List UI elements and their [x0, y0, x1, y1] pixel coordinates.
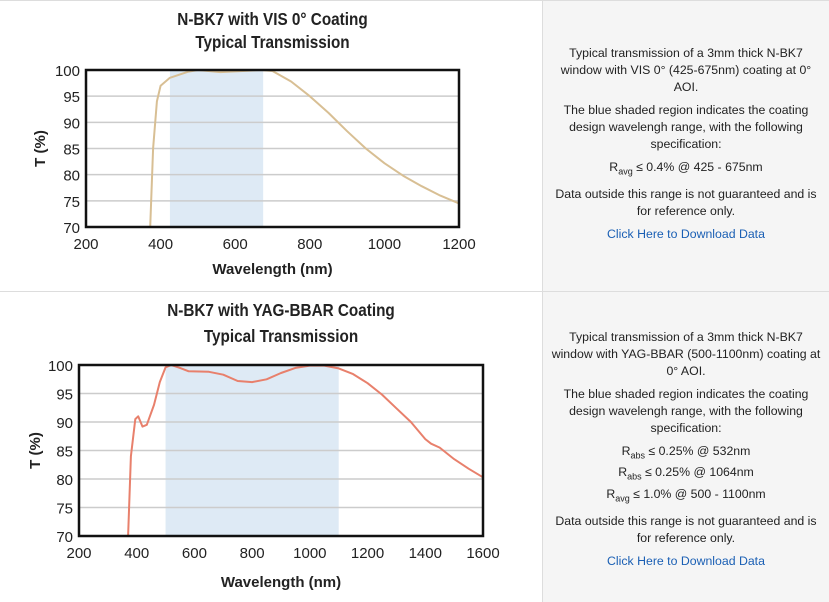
y-tick-label: 80: [56, 472, 73, 489]
chart-vis: N-BK7 with VIS 0° Coating Typical Transmi…: [0, 1, 541, 291]
x-axis-label: Wavelength (nm): [212, 261, 332, 278]
y-tick-label: 80: [63, 168, 80, 185]
spec-symbol: R: [609, 160, 619, 174]
y-tick-label: 85: [63, 142, 80, 159]
x-tick-label: 600: [182, 545, 207, 562]
x-tick-label: 600: [223, 236, 248, 253]
y-tick-label: 70: [56, 529, 73, 546]
chart-title: N-BK7 with YAG-BBAR Coating: [167, 300, 395, 320]
y-axis-label: T (%): [32, 130, 49, 167]
x-tick-label: 200: [73, 236, 98, 253]
x-tick-label: 800: [297, 236, 322, 253]
spec-line: Rabs ≤ 0.25% @ 1064nm: [549, 464, 823, 485]
y-tick-label: 85: [56, 444, 73, 461]
shade-note: The blue shaded region indicates the coa…: [563, 387, 809, 435]
spec-line: Ravg ≤ 0.4% @ 425 - 675nm: [549, 159, 823, 180]
spec-text: ≤ 0.25% @ 532nm: [645, 444, 751, 458]
spec-sub: abs: [630, 450, 646, 461]
chart-title: N-BK7 with VIS 0° Coating: [177, 9, 367, 29]
chart-title: Typical Transmission: [204, 326, 358, 346]
y-tick-label: 75: [56, 501, 73, 518]
transmission-line: [127, 364, 484, 537]
spec-text: ≤ 1.0% @ 500 - 1100nm: [629, 486, 766, 501]
description-yag: Typical transmission of a 3mm thick N-BK…: [542, 292, 829, 602]
disclaimer: Data outside this range is not guarantee…: [555, 514, 817, 546]
y-tick-label: 90: [63, 115, 80, 132]
x-tick-label: 400: [124, 545, 149, 562]
y-tick-label: 90: [56, 415, 73, 432]
x-tick-label: 1000: [293, 545, 326, 562]
x-tick-label: 400: [148, 236, 173, 253]
chart-title: Typical Transmission: [195, 32, 349, 52]
spec-line: Ravg ≤ 1.0% @ 500 - 1100nm: [549, 486, 823, 507]
x-tick-label: 1000: [368, 236, 401, 253]
spec-text: ≤ 0.4% @ 425 - 675nm: [632, 160, 763, 174]
chart-row-yag: N-BK7 with YAG-BBAR Coating Typical Trans…: [0, 291, 829, 602]
y-axis-label: T (%): [27, 432, 44, 469]
chart-row-vis: N-BK7 with VIS 0° Coating Typical Transmi…: [0, 0, 829, 291]
spec-symbol: R: [618, 465, 628, 480]
y-tick-label: 100: [55, 63, 80, 80]
chart-yag: N-BK7 with YAG-BBAR Coating Typical Trans…: [0, 292, 541, 602]
spec-symbol: R: [606, 486, 616, 501]
spec-symbol: R: [621, 444, 631, 458]
x-tick-label: 1200: [442, 236, 475, 253]
x-axis-label: Wavelength (nm): [221, 574, 341, 591]
chart-yag-svg: N-BK7 with YAG-BBAR Coating Typical Trans…: [27, 300, 500, 591]
spec-line: Rabs ≤ 0.25% @ 532nm: [549, 443, 823, 464]
download-data-link[interactable]: Click Here to Download Data: [607, 554, 765, 569]
plot-frame: [84, 68, 461, 229]
y-tick-label: 95: [56, 387, 73, 404]
intro-text: Typical transmission of a 3mm thick N-BK…: [551, 330, 821, 378]
y-tick-label: 95: [63, 89, 80, 106]
spec-text: ≤ 0.25% @ 1064nm: [641, 465, 754, 480]
y-tick-label: 70: [63, 220, 80, 237]
x-tick-label: 1600: [466, 545, 499, 562]
x-tick-label: 1400: [409, 545, 442, 562]
x-tick-label: 200: [66, 545, 91, 562]
disclaimer: Data outside this range is not guarantee…: [555, 187, 817, 219]
spec-sub: avg: [615, 493, 630, 504]
y-tick-label: 75: [63, 194, 80, 211]
spec-sub: avg: [618, 166, 633, 177]
x-tick-label: 1200: [351, 545, 384, 562]
intro-text: Typical transmission of a 3mm thick N-BK…: [560, 46, 812, 94]
description-vis: Typical transmission of a 3mm thick N-BK…: [542, 1, 829, 291]
spec-sub: abs: [627, 471, 642, 482]
download-data-link[interactable]: Click Here to Download Data: [607, 227, 765, 242]
shade-note: The blue shaded region indicates the coa…: [563, 103, 809, 151]
x-tick-label: 800: [240, 545, 265, 562]
y-tick-label: 100: [48, 358, 73, 375]
chart-vis-svg: N-BK7 with VIS 0° Coating Typical Transmi…: [32, 9, 476, 278]
plot-frame: [77, 363, 485, 538]
